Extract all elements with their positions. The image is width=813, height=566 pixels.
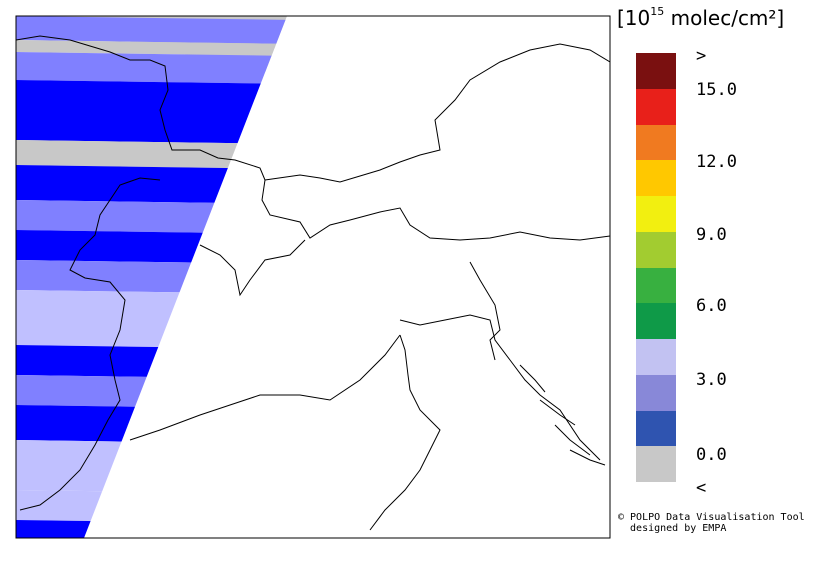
colorbar-tick-label: 6.0	[696, 296, 727, 316]
swath-band	[16, 16, 287, 44]
colorbar-tick-label: <	[696, 478, 707, 498]
colorbar-tick-label: >	[696, 46, 707, 66]
colorbar-segment	[636, 124, 676, 161]
map-frame	[15, 15, 611, 539]
swath-band	[16, 40, 287, 56]
swath-band	[16, 490, 287, 524]
swath-band	[16, 230, 287, 264]
swath-band	[16, 440, 287, 494]
colorbar-segment	[636, 53, 676, 89]
satellite-swath	[16, 16, 287, 538]
legend-unit: [1015 molec/cm²]	[617, 5, 785, 30]
country-borders	[16, 35, 610, 531]
swath-band	[16, 80, 287, 144]
colorbar-segment	[636, 88, 676, 125]
swath-band	[16, 345, 287, 379]
swath-band	[16, 260, 287, 294]
swath-band	[16, 52, 287, 84]
credit-text: © POLPO Data Visualisation Tool designed…	[618, 512, 805, 534]
colorbar-tick-label: 15.0	[696, 80, 737, 100]
swath-band	[16, 375, 287, 409]
swath-band	[16, 200, 287, 234]
colorbar-segment	[636, 231, 676, 268]
swath-band	[16, 290, 287, 349]
colorbar-tick-label: 9.0	[696, 225, 727, 245]
swath-band	[16, 520, 287, 538]
colorbar-segment	[636, 303, 676, 339]
colorbar-segment	[636, 446, 676, 482]
colorbar-segment	[636, 196, 676, 232]
colorbar-segment	[636, 267, 676, 304]
colorbar-tick-label: 3.0	[696, 370, 727, 390]
swath-band	[16, 140, 287, 169]
swath-band	[16, 405, 287, 444]
colorbar-segment	[636, 160, 676, 196]
colorbar-tick-label: 12.0	[696, 152, 737, 172]
colorbar-segment	[636, 410, 676, 447]
colorbar-segment	[636, 339, 676, 375]
colorbar-tick-label: 0.0	[696, 445, 727, 465]
colorbar	[636, 53, 676, 482]
colorbar-segment	[636, 374, 676, 411]
swath-band	[16, 165, 287, 204]
